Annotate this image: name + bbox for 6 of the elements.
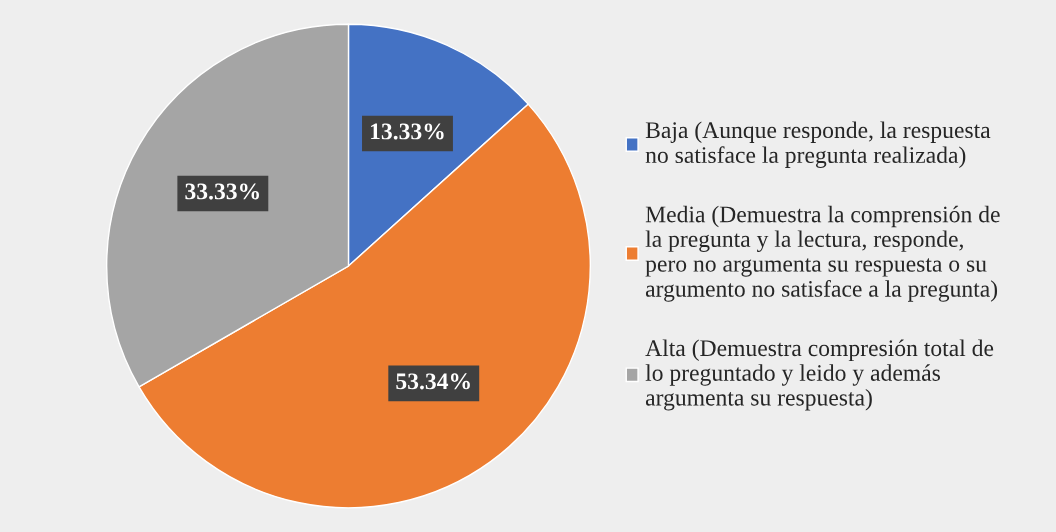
data-label: 33.33% — [185, 183, 259, 200]
data-label: 13.33% — [371, 123, 444, 140]
legend-label: Alta (Demuestra compresión total de lo preguntado y leido y además argumenta su respuesta) — [645, 339, 994, 411]
legend-label: Media (Demuestra la comprensión de la pregunta y la lectura, responde, pero no argumenta su respuesta o su argumento no satisface a la pregunta) — [645, 205, 1000, 302]
legend-label: Baja (Aunque responde, la respuesta no satisface la pregunta realizada) — [645, 121, 991, 168]
data-label: 53.34% — [396, 373, 470, 390]
